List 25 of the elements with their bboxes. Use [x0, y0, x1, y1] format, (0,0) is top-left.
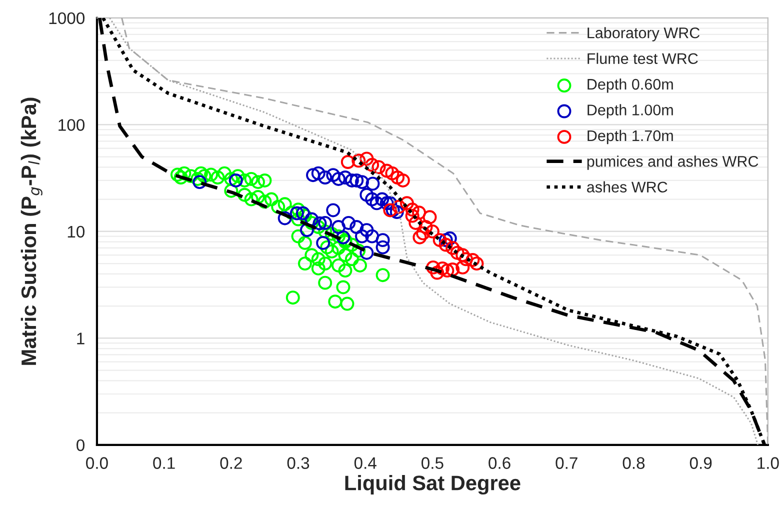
y-tick-label: 0: [76, 439, 85, 452]
y-tick-label: 1000: [49, 12, 85, 24]
x-tick-label: 0.9: [690, 457, 712, 469]
legend-label: Flume test WRC: [588, 52, 698, 64]
x-tick-label: 0.7: [556, 457, 578, 469]
legend-label: Depth 0.60m: [588, 78, 673, 93]
legend-label: Depth 1.00m: [588, 104, 673, 118]
x-axis-title: Liquid Sat Degree: [345, 475, 520, 495]
x-tick-label: 0.3: [287, 457, 310, 469]
legend-label: Depth 1.70m: [588, 130, 673, 144]
x-tick-label: 1.0: [758, 457, 779, 469]
legend-label: Laboratory WRC: [588, 27, 700, 42]
y-tick-label: 1: [77, 332, 84, 344]
x-tick-label: 0.8: [622, 457, 645, 469]
y-axis-title: Matric Suction (P$_{g}$-P$_{l}$) (kPa): [20, 98, 42, 365]
legend-label: ashes WRC: [587, 181, 668, 193]
x-tick-label: 0.2: [220, 457, 242, 469]
x-tick-label: 0.5: [422, 457, 444, 469]
legend-label: pumices and ashes WRC: [587, 156, 758, 170]
x-tick-label: 0.1: [153, 457, 175, 469]
y-tick-label: 10: [68, 226, 85, 238]
y-tick-label: 100: [58, 119, 85, 131]
x-tick-label: 0.4: [354, 457, 376, 469]
x-tick-label: 0.0: [86, 457, 108, 469]
x-tick-label: 0.6: [488, 457, 510, 469]
